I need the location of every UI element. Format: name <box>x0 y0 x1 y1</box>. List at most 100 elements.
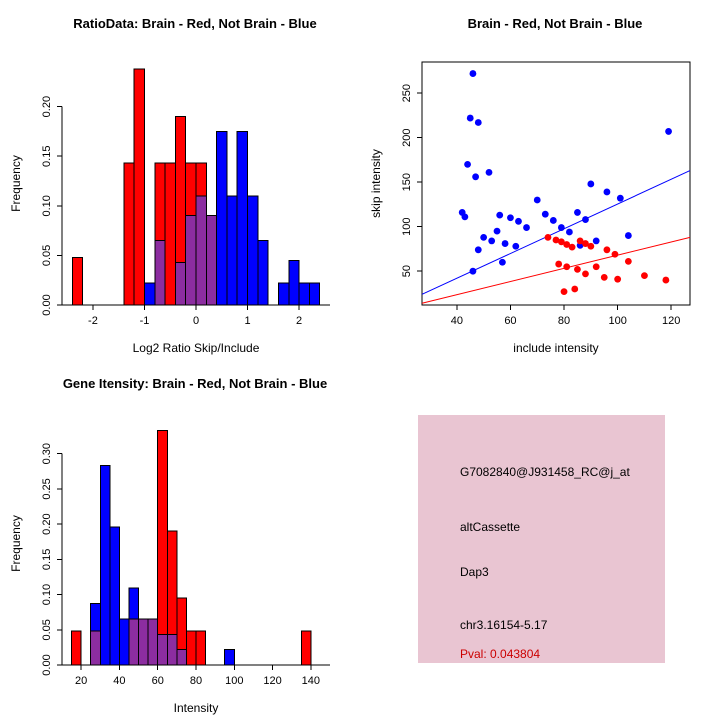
hist-bar <box>157 634 168 666</box>
scatter-point-not_brain <box>541 210 549 218</box>
hist-bar <box>288 259 300 306</box>
hist-bar <box>174 261 187 306</box>
scatter-point-not_brain <box>493 227 501 235</box>
hist-bar <box>71 256 84 306</box>
scatter-point-not_brain <box>557 224 565 231</box>
y-tick-label: 0.15 <box>41 146 53 167</box>
hist-bar <box>157 429 168 666</box>
x-tick-label: 20 <box>75 675 87 687</box>
x-tick-label: 2 <box>296 315 302 327</box>
y-tick-label: 0.25 <box>41 478 53 499</box>
scatter-point-not_brain <box>582 216 589 223</box>
hist-bar <box>185 630 197 666</box>
y-axis-label: Frequency <box>9 155 23 212</box>
hist-bar <box>308 282 321 306</box>
y-tick-label: 0.15 <box>41 549 53 570</box>
hist-bar <box>99 465 111 666</box>
hist-bar <box>205 215 218 306</box>
scatter-point-not_brain <box>512 242 520 250</box>
x-tick-label: -1 <box>140 315 150 327</box>
x-tick-label: 40 <box>451 315 463 327</box>
hist-bar <box>147 618 159 666</box>
scatter-point-not_brain <box>574 209 581 216</box>
y-tick-label: 100 <box>401 217 413 235</box>
hist-bar <box>123 162 135 306</box>
scatter-point-brain <box>557 238 565 246</box>
x-tick-label: 140 <box>302 675 320 687</box>
gene-intensity-title: Gene Itensity: Brain - Red, Not Brain - … <box>62 376 328 391</box>
y-axis-label: skip intensity <box>369 149 383 218</box>
x-axis-label: include intensity <box>513 341 598 355</box>
plot-box <box>421 61 691 306</box>
hist-bar <box>166 634 178 666</box>
scatter-point-not_brain <box>474 119 482 126</box>
scatter-point-brain <box>574 265 581 273</box>
hist-bar <box>195 195 207 306</box>
scatter-point-brain <box>571 285 579 293</box>
hist-bar <box>195 630 207 666</box>
y-tick-label: 0.00 <box>41 294 53 315</box>
scatter-point-not_brain <box>488 237 496 245</box>
scatter-point-not_brain <box>469 267 477 275</box>
scatter-point-not_brain <box>499 258 506 266</box>
hist-bar <box>176 649 187 666</box>
scatter-point-not_brain <box>496 211 504 219</box>
hist-bar <box>216 130 228 306</box>
y-tick-label: 250 <box>401 84 413 102</box>
x-tick-label: 80 <box>190 675 202 687</box>
x-axis-label: Log2 Ratio Skip/Include <box>133 341 260 355</box>
scatter-point-not_brain <box>466 114 474 122</box>
not-brain-fit-line <box>421 170 691 295</box>
ratio-histogram-title: RatioData: Brain - Red, Not Brain - Blue <box>73 16 317 31</box>
panel-gene-info: G7082840@J931458_RC@j_at altCassette Dap… <box>360 360 720 720</box>
scatter-point-not_brain <box>533 196 541 204</box>
pvalue-text: Pval: 0.043804 <box>460 647 541 661</box>
x-tick-label: 0 <box>193 315 199 327</box>
y-tick-label: 0.20 <box>41 96 53 117</box>
hist-bar <box>247 195 259 306</box>
scatter-point-not_brain <box>523 224 530 231</box>
hist-bar <box>143 282 156 306</box>
hist-bar <box>236 130 249 306</box>
hist-bar <box>185 215 197 306</box>
y-tick-label: 150 <box>401 173 413 191</box>
scatter-point-not_brain <box>592 237 600 245</box>
panel-intensity-scatter: Brain - Red, Not Brain - Blue 40 60 80 100 1… <box>360 0 720 360</box>
scatter-point-brain <box>563 263 571 271</box>
scatter-point-brain <box>587 242 595 250</box>
x-tick-label: 60 <box>504 315 516 327</box>
y-tick-label: 0.00 <box>41 654 53 675</box>
x-tick-label: 120 <box>263 675 281 687</box>
scatter-point-brain <box>555 260 563 268</box>
hist-bar <box>257 240 269 306</box>
ratio-histogram-plot: -2 -1 0 1 2 0.00 0.05 0.10 0.15 0.20 Log2 Ratio Sk… <box>9 68 330 355</box>
hist-bar <box>226 195 238 306</box>
hist-bar <box>300 630 312 666</box>
scatter-point-brain <box>576 237 584 245</box>
scatter-point-brain <box>603 246 611 254</box>
hist-bar <box>133 68 145 306</box>
hist-bar <box>138 618 149 666</box>
scatter-point-not_brain <box>469 70 477 77</box>
hist-bar <box>164 162 176 306</box>
y-axis-label: Frequency <box>9 515 23 572</box>
x-tick-label: 100 <box>225 675 243 687</box>
scatter-point-not_brain <box>501 240 509 247</box>
scatter-point-brain <box>662 276 670 284</box>
scatter-point-brain <box>544 233 552 241</box>
hist-bar <box>118 618 130 666</box>
x-tick-label: 1 <box>244 315 250 327</box>
panel-ratio-histogram: RatioData: Brain - Red, Not Brain - Blue… <box>0 0 360 360</box>
y-tick-label: 0.05 <box>41 619 53 640</box>
hist-bar <box>277 282 290 306</box>
x-tick-label: 80 <box>558 315 570 327</box>
chromosome-location-text: chr3.16154-5.17 <box>460 618 548 632</box>
y-tick-label: 0.30 <box>41 443 53 464</box>
scatter-point-brain <box>582 240 589 247</box>
scatter-point-not_brain <box>472 173 479 181</box>
gene-info-box: G7082840@J931458_RC@j_at altCassette Dap… <box>418 415 665 663</box>
hist-bar <box>154 240 166 306</box>
scatter-point-brain <box>614 275 622 283</box>
scatter-point-not_brain <box>566 228 573 236</box>
brain-fit-line <box>421 236 691 304</box>
